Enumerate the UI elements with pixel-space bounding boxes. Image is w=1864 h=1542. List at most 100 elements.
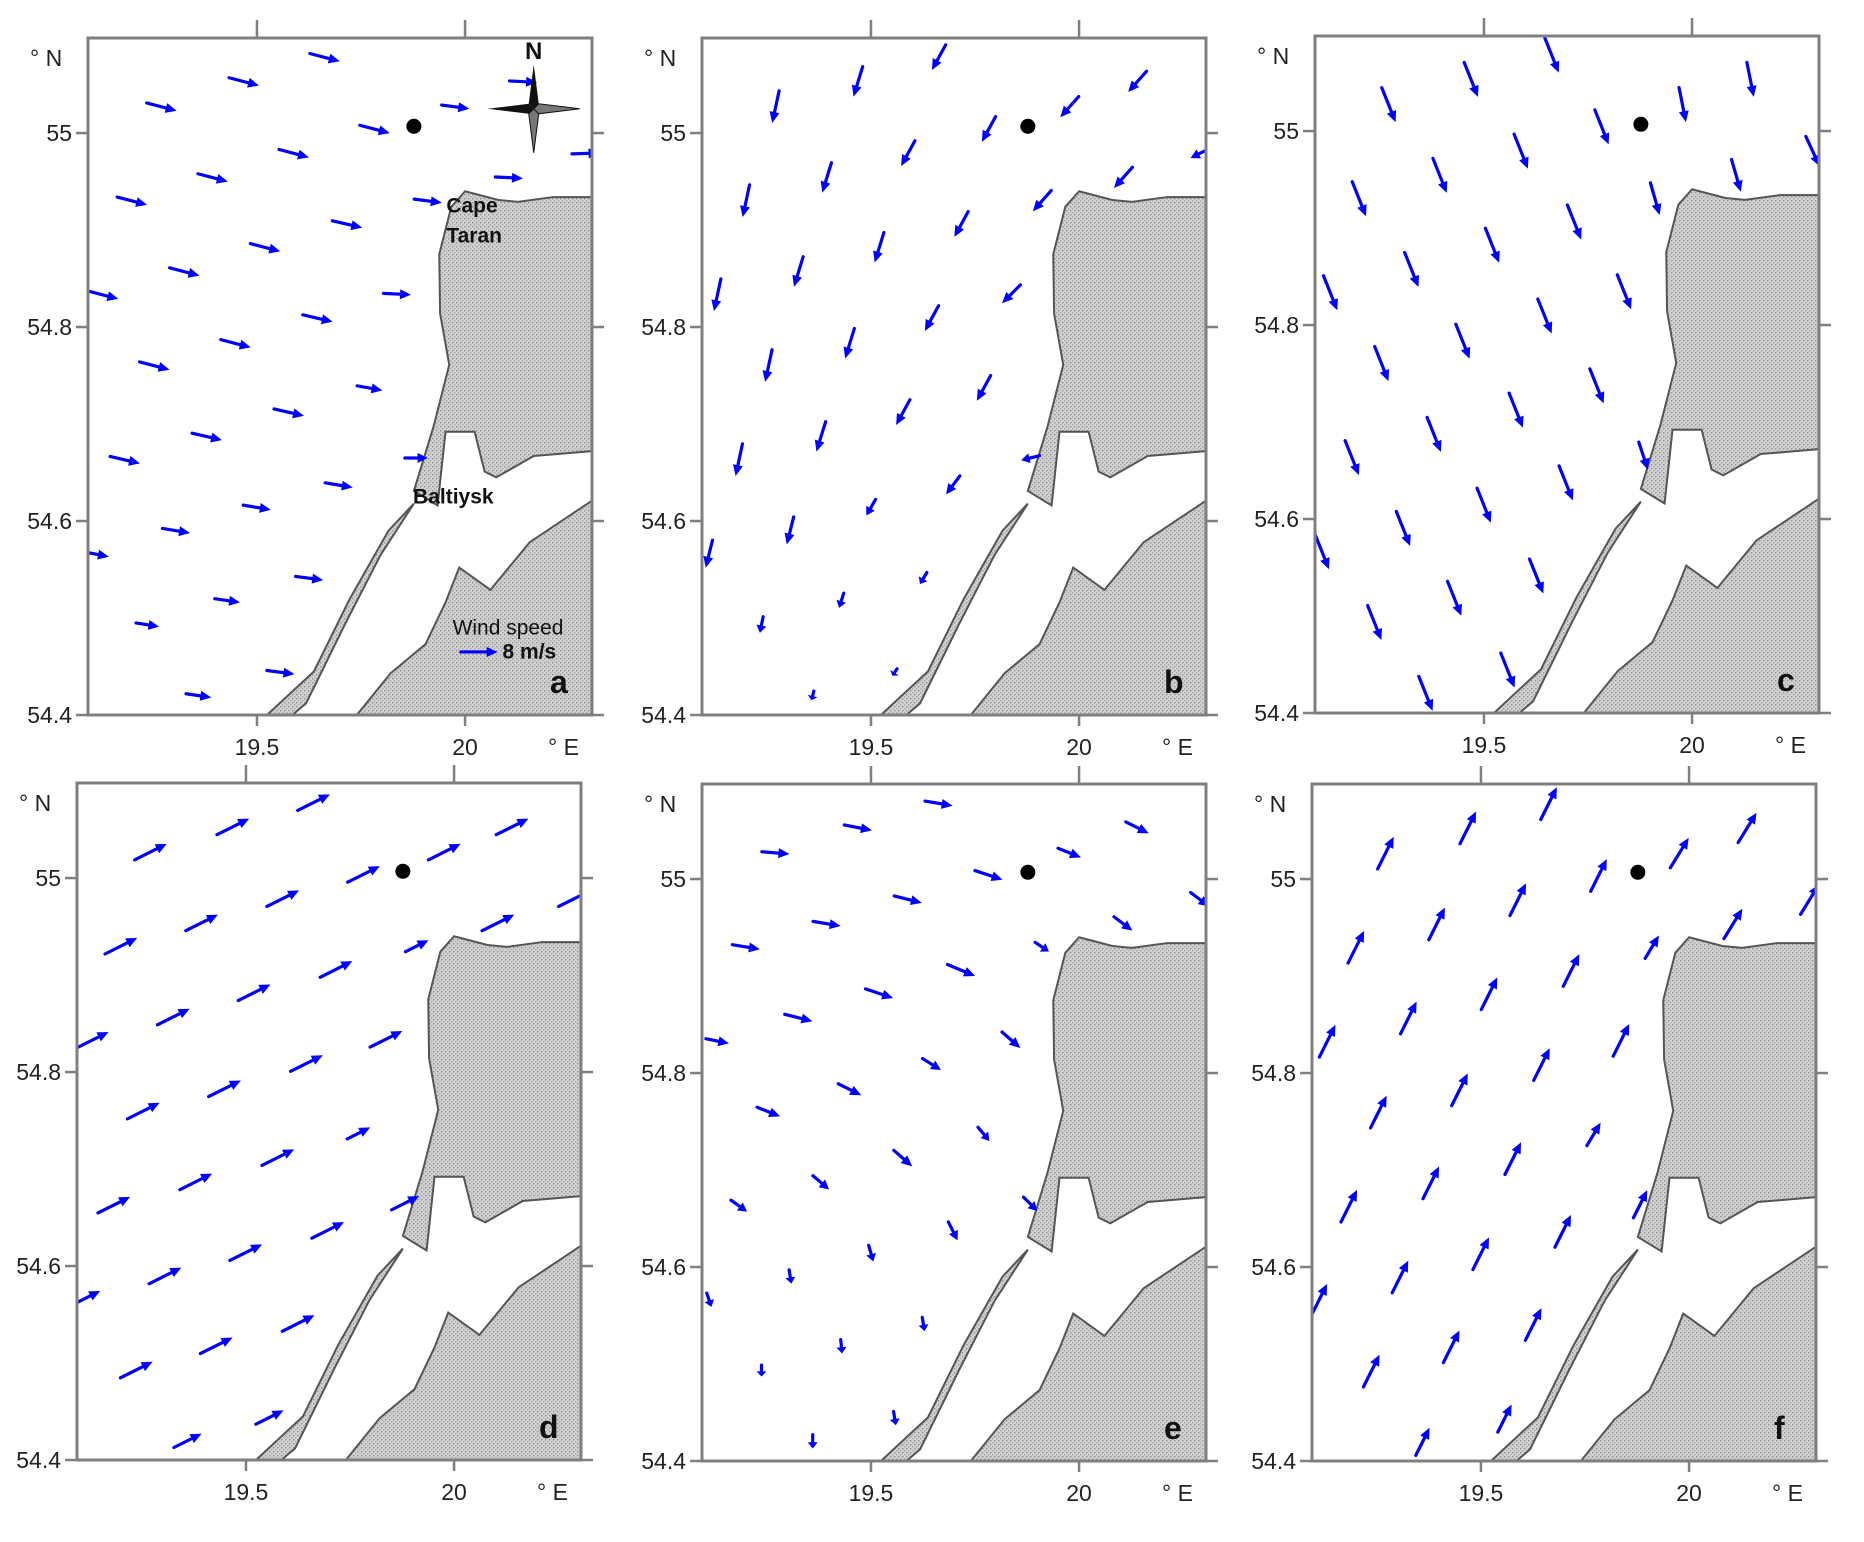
arrow-shaft xyxy=(88,550,100,557)
arrow-head xyxy=(125,937,138,948)
wind-arrow xyxy=(1394,509,1411,546)
arrow-head xyxy=(417,452,428,463)
arrow-shaft xyxy=(241,503,262,510)
land-sambia-peninsula xyxy=(1636,936,1816,1254)
arrow-shaft xyxy=(368,1034,395,1049)
legend-arrow xyxy=(459,646,498,657)
lat-unit-label: ° N xyxy=(19,790,51,816)
arrow-head xyxy=(762,370,773,382)
arrow-shaft xyxy=(1008,283,1023,298)
wind-arrow xyxy=(1479,977,1498,1012)
arrow-head xyxy=(1407,1001,1417,1014)
arrow-shaft xyxy=(1507,391,1521,420)
arrow-shaft xyxy=(811,1174,824,1185)
lat-tick-label: 54.6 xyxy=(1251,1254,1296,1280)
wind-arrow xyxy=(918,570,929,584)
arrow-head xyxy=(1450,1330,1460,1343)
wind-arrow xyxy=(248,241,281,254)
arrow-head xyxy=(704,1299,715,1307)
wind-arrow xyxy=(784,515,796,545)
arrow-head xyxy=(1619,1023,1630,1037)
wind-arrow xyxy=(308,51,340,64)
arrow-shaft xyxy=(389,1199,411,1212)
panel-letter: a xyxy=(550,664,568,700)
wind-arrow xyxy=(103,937,138,956)
wind-arrow xyxy=(1532,1048,1550,1083)
arrow-shaft xyxy=(426,847,453,862)
land-sambia-peninsula xyxy=(1026,936,1206,1254)
arrow-head xyxy=(1190,149,1202,159)
arrow-head xyxy=(297,149,309,160)
wind-arrow xyxy=(892,1148,913,1167)
arrow-head xyxy=(1328,298,1338,311)
wind-arrow xyxy=(1677,86,1689,123)
map-panel-a: 19.5 20 55 54.8 54.6 54.4 ° N ° E a Cape Taran Balt… xyxy=(27,20,604,760)
arrow-head xyxy=(1516,883,1527,896)
lon-tick-label: 20 xyxy=(1066,734,1092,760)
arrow-head xyxy=(97,549,109,560)
wind-arrow xyxy=(77,1031,109,1050)
arrow-head xyxy=(717,1036,729,1047)
wind-arrow xyxy=(896,398,912,426)
arrow-shaft xyxy=(96,1200,122,1215)
arrow-head xyxy=(358,1127,371,1137)
wind-arrow xyxy=(134,620,160,630)
arrow-head xyxy=(860,823,872,834)
wind-arrow xyxy=(1350,180,1367,217)
lon-unit-label: ° E xyxy=(1162,734,1193,760)
wind-arrow xyxy=(836,591,846,608)
wind-arrow xyxy=(1060,94,1081,118)
arrow-head xyxy=(940,798,953,809)
arrow-shaft xyxy=(358,123,381,132)
arrow-shaft xyxy=(765,348,774,373)
wind-arrow xyxy=(172,1433,202,1450)
wind-arrow xyxy=(889,1409,900,1426)
arrow-shaft xyxy=(1561,962,1577,988)
wind-arrow xyxy=(1403,250,1420,287)
arrow-shaft xyxy=(892,667,899,675)
arrow-head xyxy=(228,1080,241,1090)
arrow-shaft xyxy=(507,79,528,84)
arrow-shaft xyxy=(855,65,865,88)
arrow-shaft xyxy=(1648,181,1659,207)
arrow-head xyxy=(909,895,922,906)
wind-arrow xyxy=(480,914,515,933)
arrow-head xyxy=(390,1031,403,1041)
arrow-head xyxy=(900,1155,913,1167)
arrow-head xyxy=(282,1149,295,1159)
arrow-shaft xyxy=(493,175,514,180)
arrow-shaft xyxy=(1339,1198,1354,1224)
wind-arrow xyxy=(1503,1142,1522,1177)
wind-arrow xyxy=(1565,203,1582,240)
wind-arrow xyxy=(507,76,538,87)
lon-tick-label: 20 xyxy=(1066,1480,1092,1506)
wind-arrow xyxy=(296,794,330,813)
arrow-shaft xyxy=(1376,845,1391,871)
wind-arrow xyxy=(811,919,841,930)
legend-value: 8 m/s xyxy=(503,641,557,664)
arrow-head xyxy=(1423,698,1434,711)
arrow-head xyxy=(238,339,251,350)
arrow-shaft xyxy=(945,962,967,974)
lat-tick-label: 54.8 xyxy=(1251,1060,1296,1086)
arrow-shaft xyxy=(1361,1362,1377,1389)
wind-arrow xyxy=(920,1056,941,1071)
arrow-shaft xyxy=(1417,674,1431,703)
land-southern-shore xyxy=(969,1245,1206,1461)
arrow-shaft xyxy=(1380,86,1394,114)
arrow-shaft xyxy=(1589,867,1604,893)
wind-arrow xyxy=(265,667,295,678)
wind-arrow xyxy=(1190,148,1206,159)
wind-arrow xyxy=(147,1267,182,1286)
station-marker xyxy=(1020,118,1036,134)
arrow-shaft xyxy=(1197,148,1206,156)
arrow-shaft xyxy=(272,407,295,415)
arrow-head xyxy=(147,620,160,630)
arrow-shaft xyxy=(1553,1223,1568,1249)
arrow-head xyxy=(703,555,714,568)
arrow-shaft xyxy=(1366,603,1379,632)
wind-arrow xyxy=(807,1433,818,1449)
arrow-head xyxy=(1350,463,1360,476)
arrow-head xyxy=(756,624,767,633)
arrow-shaft xyxy=(891,1409,897,1421)
